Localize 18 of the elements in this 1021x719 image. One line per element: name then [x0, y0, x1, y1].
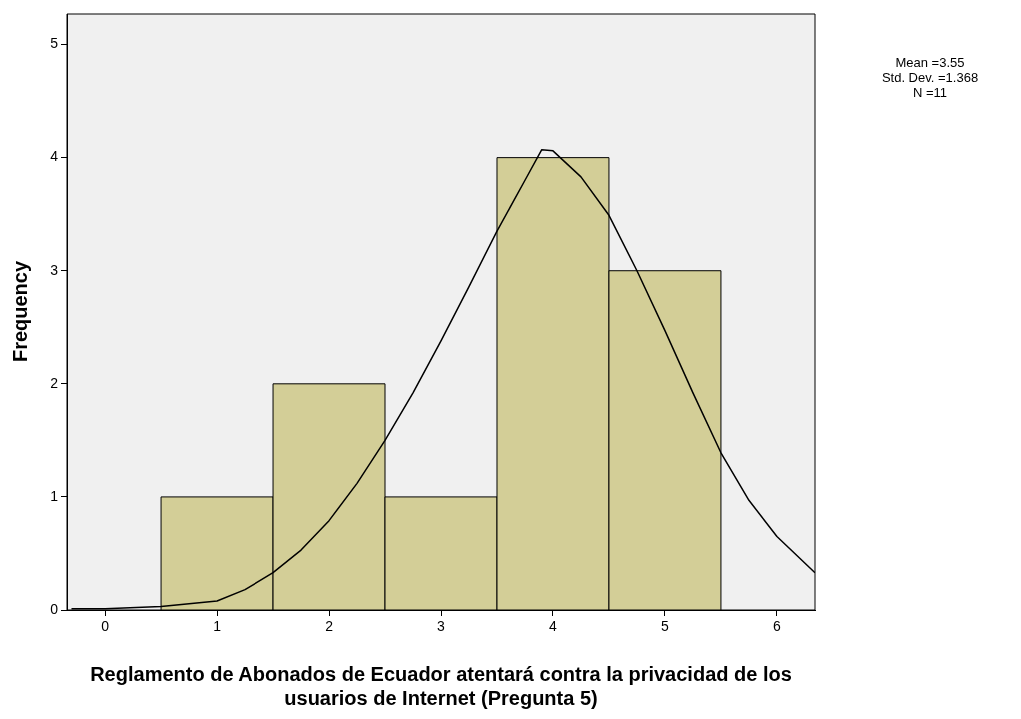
x-tick-label: 4: [549, 618, 558, 635]
text: Std. Dev. =1.368: [880, 70, 980, 85]
y-tick-label: 4: [50, 148, 59, 165]
y-tick-label: 0: [50, 600, 59, 617]
text: N =11: [911, 85, 949, 100]
x-tick-label: 0: [101, 618, 110, 635]
x-tick-label: 1: [213, 618, 222, 635]
y-tick-label: 5: [50, 35, 59, 52]
x-tick-label: 3: [437, 618, 446, 635]
y-tick-label: 2: [50, 374, 59, 391]
y-tick-label: 3: [50, 261, 59, 278]
text: Mean =3.55: [894, 55, 966, 70]
x-tick-label: 2: [325, 618, 334, 635]
y-axis-title: Frequency: [8, 259, 32, 365]
y-tick-label: 1: [50, 487, 59, 504]
x-tick-label: 5: [661, 618, 670, 635]
x-tick-label: 6: [773, 618, 782, 635]
x-axis-title: Reglamento de Abonados de Ecuador atentará contra la privacidad de los usuarios de Internet (Pregunta 5): [89, 662, 793, 710]
